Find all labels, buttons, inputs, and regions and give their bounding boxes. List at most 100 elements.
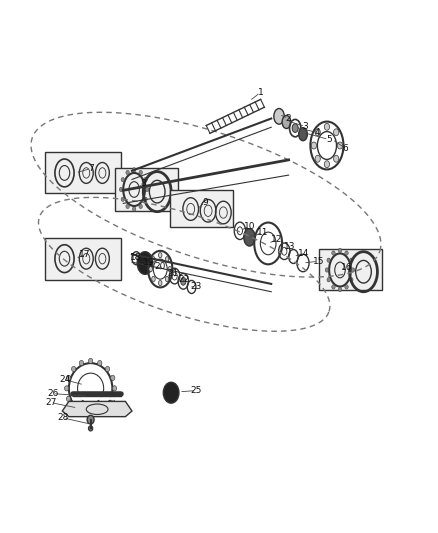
Ellipse shape [106,405,110,410]
Bar [319,249,382,290]
Ellipse shape [126,204,129,208]
Ellipse shape [338,287,342,292]
Ellipse shape [332,251,335,255]
Text: 27: 27 [46,398,57,407]
Ellipse shape [144,177,147,182]
Ellipse shape [165,276,169,281]
Ellipse shape [244,229,255,246]
Ellipse shape [327,258,330,262]
Ellipse shape [79,411,84,416]
Bar [45,152,121,193]
Bar [170,190,233,228]
Ellipse shape [159,280,162,286]
Text: 24: 24 [59,375,70,384]
Text: 21: 21 [168,269,179,278]
Ellipse shape [325,268,328,272]
Ellipse shape [315,129,320,136]
Text: 11: 11 [257,228,268,237]
Ellipse shape [66,375,71,381]
Ellipse shape [144,197,147,201]
Ellipse shape [106,366,110,372]
Ellipse shape [121,177,124,182]
Ellipse shape [311,142,317,149]
Text: 26: 26 [47,389,58,398]
Ellipse shape [110,375,115,381]
Ellipse shape [181,277,186,285]
Ellipse shape [315,155,320,162]
Ellipse shape [121,197,124,201]
Ellipse shape [168,266,172,272]
Ellipse shape [282,116,291,128]
Ellipse shape [87,415,94,424]
Ellipse shape [152,257,155,262]
Ellipse shape [88,358,93,364]
Text: 10: 10 [244,222,255,231]
Text: 9: 9 [202,198,208,207]
Ellipse shape [165,257,169,262]
Ellipse shape [324,161,329,168]
Ellipse shape [334,155,339,162]
Text: 20: 20 [155,262,166,271]
Ellipse shape [139,171,142,175]
Ellipse shape [98,360,102,366]
Ellipse shape [139,204,142,208]
Text: 22: 22 [179,275,190,284]
Text: 13: 13 [284,243,295,252]
Ellipse shape [88,426,93,431]
Text: 12: 12 [271,235,283,244]
Text: 19: 19 [143,257,154,266]
Ellipse shape [119,187,123,192]
Text: 16: 16 [341,263,352,272]
Ellipse shape [334,129,339,136]
Text: 2: 2 [285,114,290,123]
Ellipse shape [345,285,348,289]
Ellipse shape [337,142,343,149]
Ellipse shape [113,386,117,391]
Text: 23: 23 [191,281,202,290]
Text: 17: 17 [79,250,91,259]
Ellipse shape [163,382,179,403]
Text: 15: 15 [312,257,324,266]
Ellipse shape [137,252,153,274]
Text: 14: 14 [298,249,310,258]
Ellipse shape [345,251,348,255]
Ellipse shape [132,168,136,172]
Ellipse shape [159,253,162,258]
Ellipse shape [299,128,307,141]
Ellipse shape [132,207,136,211]
Text: 18: 18 [130,253,141,262]
Text: 3: 3 [302,122,308,131]
Text: 8: 8 [140,179,146,188]
Text: 6: 6 [343,143,348,152]
Ellipse shape [327,278,330,282]
Ellipse shape [152,276,155,281]
Text: 28: 28 [57,414,69,423]
Text: 5: 5 [326,135,332,144]
Ellipse shape [324,123,329,130]
Ellipse shape [64,386,69,391]
Polygon shape [62,401,132,417]
Ellipse shape [274,109,284,124]
Ellipse shape [79,360,84,366]
Text: 1: 1 [258,88,263,97]
Ellipse shape [145,187,149,192]
Ellipse shape [71,405,76,410]
Ellipse shape [149,266,152,272]
Ellipse shape [332,285,335,289]
Bar [115,168,178,211]
Ellipse shape [110,396,115,401]
Ellipse shape [126,171,129,175]
Text: 7: 7 [88,164,93,173]
Ellipse shape [350,278,353,282]
Text: 4: 4 [314,128,320,137]
Bar [45,238,121,279]
Ellipse shape [66,396,71,401]
Ellipse shape [292,124,298,133]
Ellipse shape [98,411,102,416]
Ellipse shape [88,413,93,418]
Ellipse shape [350,258,353,262]
Ellipse shape [351,268,355,272]
Ellipse shape [338,248,342,253]
Ellipse shape [71,366,76,372]
Text: 25: 25 [191,386,202,395]
